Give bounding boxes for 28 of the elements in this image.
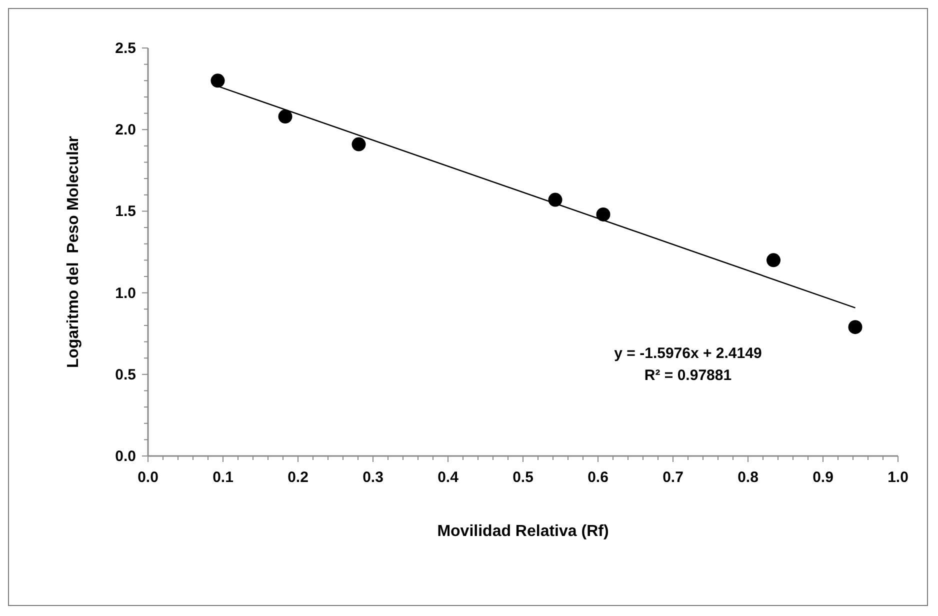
y-tick-label: 2.0 (115, 122, 136, 139)
y-tick-label: 0.0 (115, 448, 136, 465)
point (848, 320, 862, 334)
x-tick-label: 0.6 (588, 469, 608, 486)
y-axis-title: Logaritmo del Peso Molecular (65, 136, 82, 368)
annotation: R² = 0.97881 (644, 367, 732, 384)
x-tick-label: 0.4 (438, 469, 460, 486)
point (210, 74, 225, 88)
x-tick-label: 0.5 (512, 469, 534, 486)
y-tick-label: 0.5 (115, 366, 136, 384)
x-tick-label: 0.9 (812, 469, 834, 486)
x-tick-label: 0.2 (288, 469, 308, 486)
point (596, 207, 610, 222)
x-tick-label: 0.8 (738, 469, 758, 486)
point (278, 110, 292, 124)
point (766, 253, 780, 268)
y-tick-label: 1.5 (115, 203, 136, 220)
x-tick-label: 1.0 (888, 469, 908, 486)
point (548, 192, 562, 207)
y-tick-label: 1.0 (115, 284, 136, 302)
x-axis-title: Movilidad Relativa (Rf) (437, 523, 609, 540)
x-tick-label: 0.7 (662, 469, 684, 486)
x-tick-label: 0.3 (362, 469, 384, 486)
annotation: y = -1.5976x + 2.4149 (614, 345, 762, 362)
x-tick-label: 0.0 (138, 469, 158, 486)
x-tick-label: 0.1 (212, 469, 234, 486)
point (352, 137, 366, 152)
y-tick-label: 2.5 (115, 40, 136, 57)
